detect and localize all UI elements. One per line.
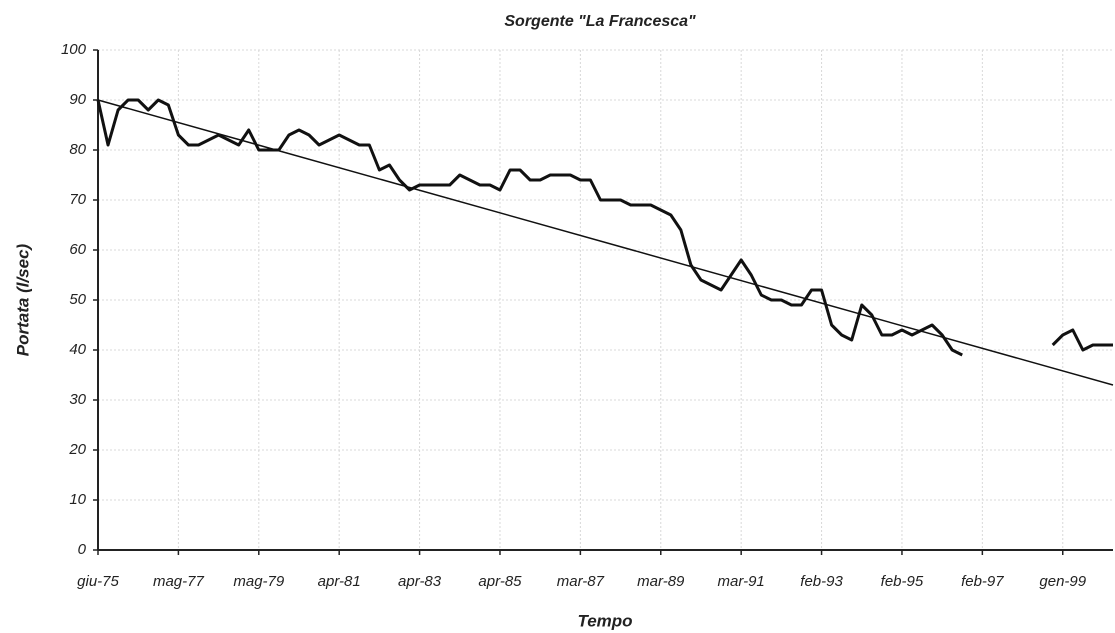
data-line — [96, 98, 963, 357]
x-tick-label: giu-75 — [77, 573, 119, 590]
x-tick-label: apr-81 — [318, 573, 361, 590]
x-tick-label: gen-99 — [1039, 573, 1086, 590]
x-tick-label: feb-93 — [800, 573, 843, 590]
y-tick-label: 20 — [68, 441, 86, 458]
y-tick-label: 30 — [69, 391, 86, 408]
y-tick-label: 60 — [69, 241, 86, 258]
x-tick-label: mar-91 — [718, 573, 765, 590]
x-tick-label: mag-77 — [153, 573, 205, 590]
x-axis-title: Tempo — [577, 611, 632, 630]
trend-line — [97, 99, 1114, 386]
y-tick-label: 70 — [69, 191, 86, 208]
y-axis-title: Portata (l/sec) — [13, 243, 32, 356]
y-tick-label: 80 — [69, 141, 86, 158]
y-tick-label: 100 — [61, 41, 87, 58]
y-tick-label: 90 — [69, 91, 86, 108]
x-tick-label: mar-89 — [637, 573, 685, 590]
x-tick-label: mar-87 — [557, 573, 605, 590]
x-tick-label: apr-83 — [398, 573, 442, 590]
x-tick-label: apr-85 — [478, 573, 522, 590]
y-tick-label: 50 — [69, 291, 86, 308]
y-tick-label: 10 — [69, 491, 86, 508]
y-tick-label: 0 — [78, 541, 87, 558]
chart-title: Sorgente "La Francesca" — [504, 13, 696, 30]
x-tick-label: feb-97 — [961, 573, 1004, 590]
x-tick-label: mag-79 — [233, 573, 285, 590]
data-line — [1051, 328, 1113, 352]
y-tick-label: 40 — [69, 341, 86, 358]
x-tick-label: feb-95 — [881, 573, 924, 590]
